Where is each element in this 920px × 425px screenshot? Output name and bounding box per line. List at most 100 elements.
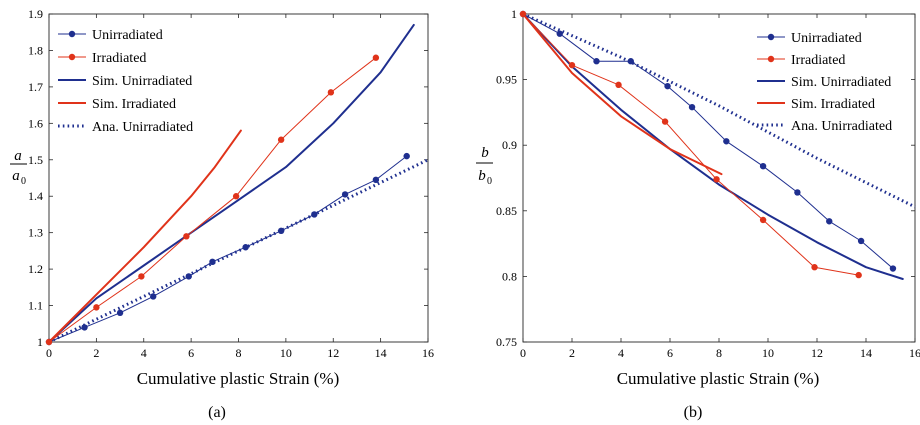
y-tick-label: 0.85 bbox=[496, 204, 517, 218]
data-point bbox=[713, 176, 720, 183]
y-label-numerator: b bbox=[481, 145, 489, 161]
y-tick-label: 0.95 bbox=[496, 73, 517, 87]
tick-group: 0 2 4 6 8 10 12 14 16 0.75 0.8 0.85 0.9 0.95 1 bbox=[496, 7, 920, 360]
data-point bbox=[855, 271, 862, 279]
data-point bbox=[627, 58, 634, 65]
data-point bbox=[593, 58, 600, 65]
legend-marker bbox=[767, 33, 775, 41]
caption-a: (a) bbox=[208, 404, 226, 421]
data-point bbox=[232, 193, 240, 200]
data-point bbox=[688, 103, 696, 111]
data-point bbox=[150, 293, 157, 300]
x-tick-label: 0 bbox=[520, 346, 526, 360]
y-tick-label: 1.8 bbox=[28, 43, 43, 57]
data-point bbox=[327, 89, 335, 96]
y-tick-label: 1.7 bbox=[28, 80, 43, 94]
y-tick-label: 1.2 bbox=[28, 262, 43, 276]
caption-b: (b) bbox=[684, 404, 703, 421]
x-tick-label: 16 bbox=[909, 346, 920, 360]
legend-marker bbox=[68, 30, 76, 38]
y-tick-label: 0.8 bbox=[502, 269, 517, 283]
legend-label: Irradiated bbox=[791, 53, 845, 68]
x-tick-label: 12 bbox=[811, 346, 823, 360]
series-line-ana-unirradiated bbox=[522, 12, 916, 209]
data-point bbox=[857, 237, 865, 245]
legend-label: Ana. Unirradiated bbox=[791, 119, 892, 134]
data-point bbox=[372, 54, 380, 61]
data-point bbox=[45, 338, 53, 346]
series-line-irradiated bbox=[48, 57, 377, 343]
data-point bbox=[93, 304, 100, 311]
series-line-sim-irradiated bbox=[522, 13, 723, 176]
data-point bbox=[568, 61, 576, 69]
x-tick-label: 8 bbox=[716, 346, 722, 360]
x-tick-label: 0 bbox=[46, 346, 52, 360]
data-point bbox=[277, 227, 285, 235]
x-tick-label: 14 bbox=[375, 346, 387, 360]
data-point bbox=[811, 264, 818, 271]
legend-label: Unirradiated bbox=[791, 31, 862, 46]
data-point bbox=[372, 176, 380, 184]
plot-area bbox=[45, 23, 429, 346]
x-tick-label: 2 bbox=[93, 346, 99, 360]
data-point bbox=[138, 273, 145, 280]
data-point bbox=[661, 118, 669, 125]
data-point bbox=[116, 309, 124, 317]
y-tick-label: 0.75 bbox=[496, 335, 517, 349]
y-axis-label: b b 0 bbox=[476, 145, 493, 187]
y-tick-label: 1 bbox=[511, 7, 517, 21]
series-line-irradiated bbox=[522, 13, 860, 276]
legend-label: Sim. Unirradiated bbox=[92, 74, 192, 89]
x-tick-label: 6 bbox=[188, 346, 194, 360]
data-point bbox=[277, 136, 285, 143]
data-point bbox=[615, 81, 622, 89]
data-point bbox=[556, 30, 563, 37]
y-tick-label: 1.6 bbox=[28, 116, 43, 130]
data-point bbox=[759, 216, 767, 224]
legend-label: Sim. Unirradiated bbox=[791, 75, 891, 90]
x-axis-label: Cumulative plastic Strain (%) bbox=[617, 369, 820, 388]
data-point bbox=[759, 162, 767, 170]
data-point bbox=[242, 244, 249, 251]
data-point bbox=[341, 191, 349, 198]
data-point bbox=[311, 211, 318, 218]
data-point bbox=[519, 10, 527, 18]
series-line-sim-irradiated bbox=[48, 129, 242, 343]
legend-marker bbox=[767, 55, 775, 63]
data-point bbox=[183, 233, 190, 240]
data-point bbox=[794, 189, 801, 196]
x-tick-label: 10 bbox=[280, 346, 292, 360]
y-label-numerator: a bbox=[14, 148, 22, 164]
series-line-sim-unirradiated bbox=[522, 13, 904, 280]
legend-label: Irradiated bbox=[92, 51, 146, 66]
data-point bbox=[664, 82, 671, 90]
x-tick-label: 14 bbox=[860, 346, 872, 360]
x-tick-label: 10 bbox=[762, 346, 774, 360]
y-tick-label: 1 bbox=[37, 335, 43, 349]
x-tick-label: 8 bbox=[236, 346, 242, 360]
y-label-denominator-subscript: 0 bbox=[487, 176, 492, 187]
tick-group: 0 2 4 6 8 10 12 14 16 1 1.1 1.2 1.3 1.4 1.5 1.6 1.7 1.8 1.… bbox=[28, 7, 434, 360]
y-tick-label: 1.9 bbox=[28, 7, 43, 21]
data-point bbox=[185, 273, 192, 280]
legend-label: Unirradiated bbox=[92, 28, 163, 43]
chart-panel-b: 0 2 4 6 8 10 12 14 16 0.75 0.8 0.85 0.9 0.95 1 Unirrad… bbox=[476, 7, 920, 421]
y-label-denominator-subscript: 0 bbox=[21, 176, 26, 187]
x-axis-label: Cumulative plastic Strain (%) bbox=[137, 369, 340, 388]
y-tick-label: 1.1 bbox=[28, 299, 43, 313]
x-tick-label: 12 bbox=[327, 346, 339, 360]
y-label-denominator: b bbox=[478, 168, 486, 184]
data-point bbox=[889, 265, 897, 272]
legend: Unirradiated Irradiated Sim. Unirradiated S… bbox=[757, 31, 892, 134]
series-line-unirradiated bbox=[522, 13, 894, 269]
y-tick-label: 1.5 bbox=[28, 153, 43, 167]
data-point bbox=[826, 218, 833, 225]
x-tick-label: 16 bbox=[422, 346, 434, 360]
x-tick-label: 4 bbox=[141, 346, 147, 360]
data-point bbox=[403, 152, 410, 160]
y-axis-label: a a 0 bbox=[10, 148, 27, 187]
series-line-sim-unirradiated bbox=[48, 23, 415, 343]
chart-panel-a: 0 2 4 6 8 10 12 14 16 1 1.1 1.2 1.3 1.4 1.5 1.6 1.7 1.8 1.… bbox=[10, 7, 434, 421]
legend-marker bbox=[68, 53, 76, 61]
series-line-ana-unirradiated bbox=[48, 158, 429, 344]
